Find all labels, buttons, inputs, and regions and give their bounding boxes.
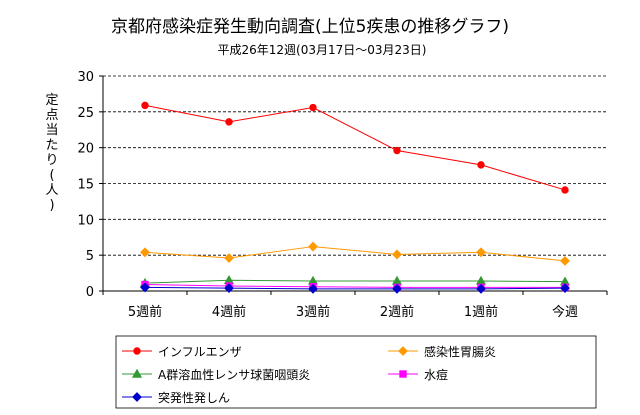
- legend-marker: [133, 347, 141, 355]
- series-line: [144, 284, 565, 288]
- legend-label: A群溶血性レンサ球菌咽頭炎: [158, 367, 310, 382]
- y-tick-label: 30: [77, 70, 94, 85]
- y-tick-label: 10: [77, 213, 94, 228]
- legend-marker: [399, 370, 407, 378]
- data-point: [476, 247, 486, 258]
- x-tick-label: 1週前: [464, 304, 498, 320]
- legend-label: 感染性胃腸炎: [424, 344, 496, 359]
- x-tick-label: 今週: [552, 304, 578, 320]
- legend-marker: [131, 368, 143, 378]
- series-line: [144, 246, 566, 262]
- data-point: [141, 101, 149, 110]
- data-point: [140, 282, 150, 293]
- series-1: [140, 241, 570, 266]
- data-point: [561, 186, 569, 194]
- series-0: [141, 101, 569, 194]
- data-point: [560, 283, 570, 294]
- y-tick-label: 20: [77, 142, 94, 157]
- data-point: [477, 161, 485, 169]
- data-point: [308, 283, 318, 294]
- chart-subtitle: 平成26年12週(03月17日～03月23日): [218, 43, 427, 57]
- y-tick-label: 15: [77, 178, 94, 193]
- data-point: [393, 146, 401, 155]
- y-tick-label: 0: [86, 285, 94, 300]
- y-axis-label: 定点当たり(人): [45, 93, 58, 213]
- series-line: [144, 286, 566, 290]
- x-tick-label: 2週前: [380, 304, 414, 320]
- y-tick-label: 5: [86, 249, 94, 264]
- legend-item: 感染性胃腸炎: [388, 344, 496, 359]
- chart-title: 京都府感染症発生動向調査(上位5疾患の推移グラフ): [111, 17, 509, 37]
- series-line: [144, 279, 566, 284]
- series-line: [144, 104, 566, 191]
- data-point: [224, 253, 234, 263]
- legend-box: [115, 335, 597, 409]
- y-axis-label-text: 定点当たり(人): [45, 93, 58, 213]
- x-tick-label: 4週前: [212, 304, 246, 320]
- legend-item: インフルエンザ: [122, 345, 242, 359]
- x-tick-label: 5週前: [128, 304, 162, 320]
- data-point: [476, 283, 486, 294]
- legend-label: インフルエンザ: [158, 345, 242, 359]
- data-point: [308, 241, 318, 252]
- data-point: [392, 249, 402, 260]
- data-point: [225, 118, 233, 126]
- data-point: [309, 103, 317, 112]
- x-tick-label: 3週前: [296, 304, 330, 320]
- legend-item: A群溶血性レンサ球菌咽頭炎: [122, 367, 310, 382]
- plot-area: 0 5 10 15 20 25 30 5週前 4週前 3週前 2週前 1週前 今週: [77, 70, 608, 320]
- legend-item: 突発性発しん: [122, 390, 230, 405]
- data-point: [140, 247, 150, 258]
- data-point: [560, 255, 570, 266]
- data-point: [392, 283, 402, 294]
- legend-marker: [398, 346, 408, 356]
- legend-marker: [132, 392, 142, 402]
- y-tick-label: 25: [77, 106, 94, 121]
- data-point: [224, 283, 234, 294]
- legend-label: 水痘: [424, 367, 448, 382]
- legend-label: 突発性発しん: [158, 390, 230, 405]
- legend-item: 水痘: [388, 367, 448, 382]
- series-4: [140, 282, 570, 294]
- series-2: [139, 275, 571, 287]
